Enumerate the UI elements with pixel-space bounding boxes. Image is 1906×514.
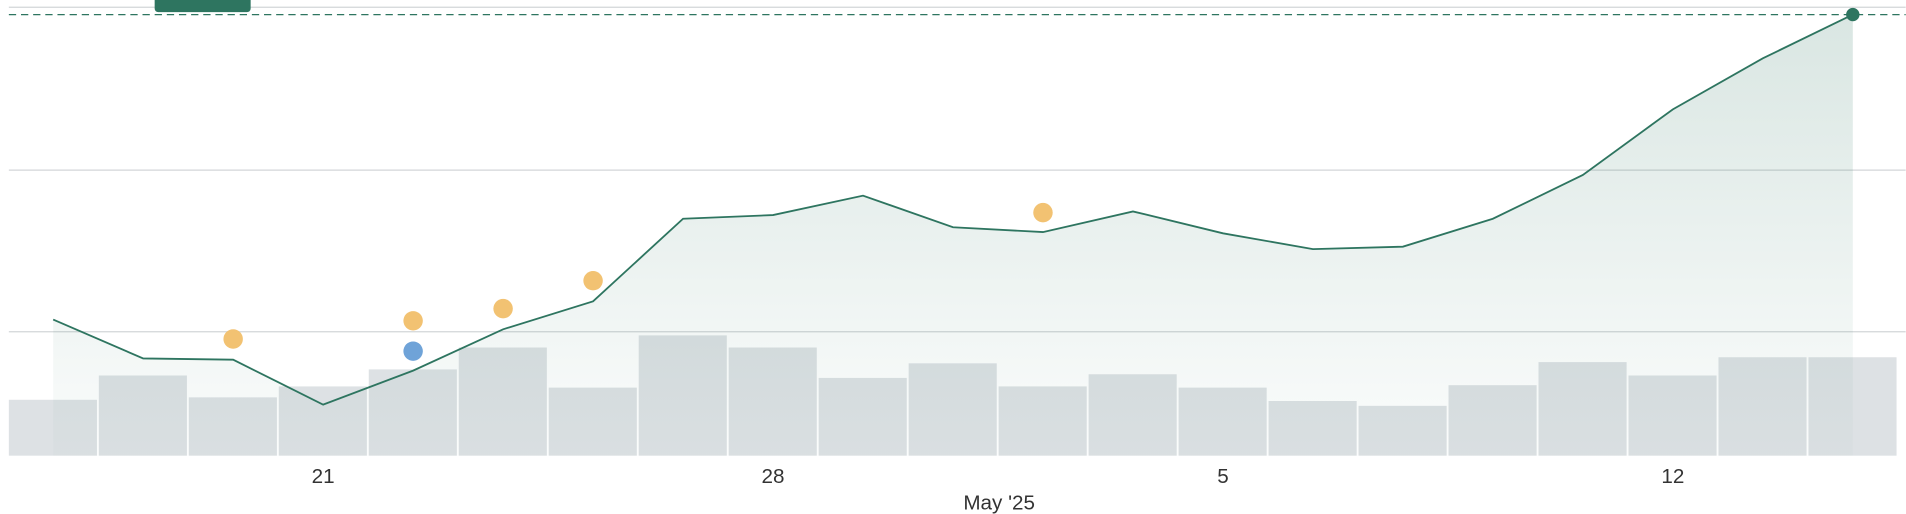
x-tick-label: 28 <box>762 465 785 488</box>
event-dot <box>223 329 243 349</box>
last-price-dot <box>1846 7 1860 22</box>
x-tick-label: 5 <box>1217 465 1228 488</box>
x-tick-label: 12 <box>1661 465 1684 488</box>
price-line <box>52 13 1854 406</box>
event-dot <box>1033 202 1053 223</box>
x-tick-label: 21 <box>312 465 335 488</box>
event-dot <box>403 341 423 361</box>
event-dot <box>493 298 513 319</box>
event-dot <box>583 270 603 291</box>
price-badge <box>154 0 251 13</box>
event-dot <box>403 311 423 331</box>
period-label: May '25 <box>963 492 1035 514</box>
price-area <box>53 14 1853 456</box>
